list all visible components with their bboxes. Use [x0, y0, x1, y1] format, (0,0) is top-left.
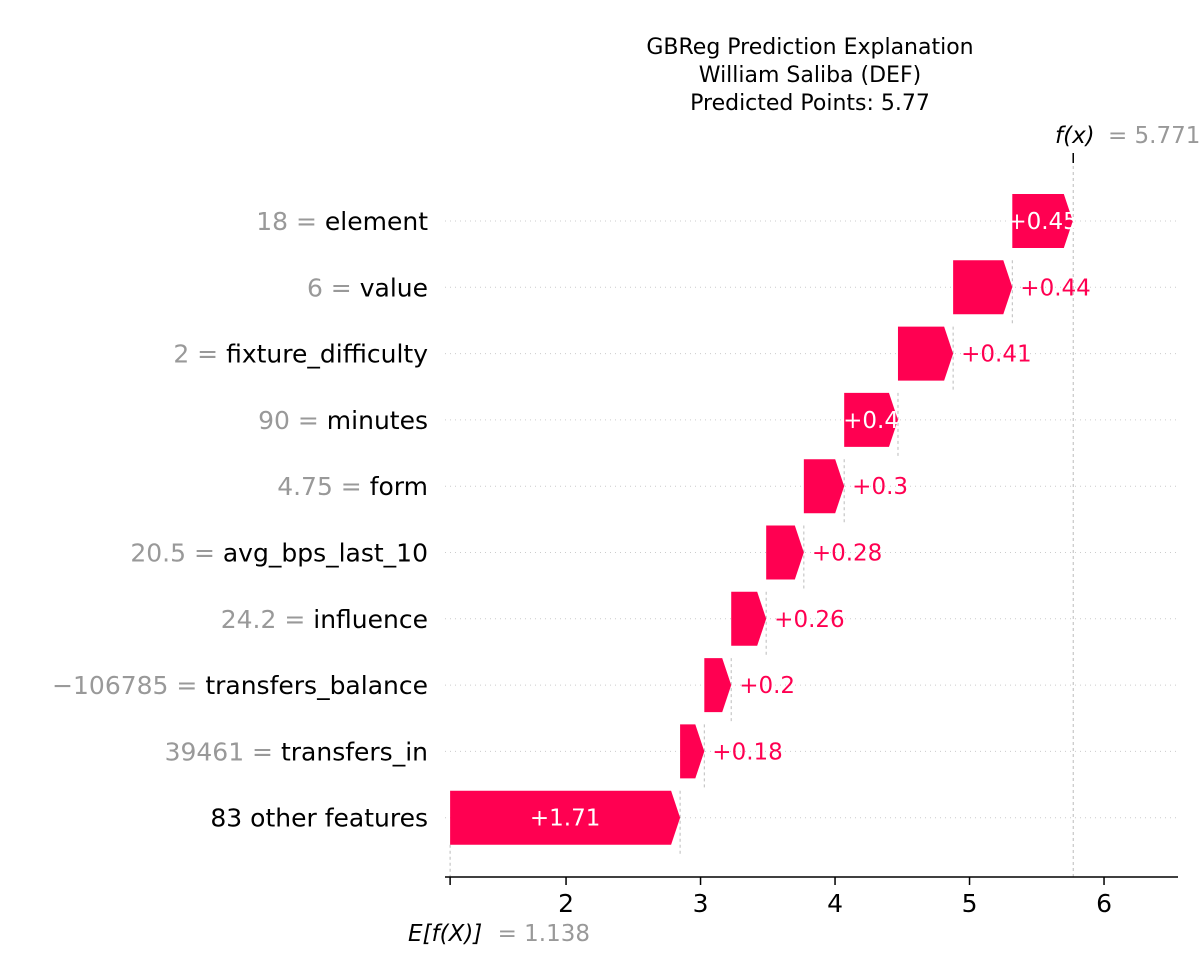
x-axis: 2 3 4 5 6	[445, 876, 1178, 918]
row-gridlines	[445, 220, 1178, 819]
contribution-bar	[803, 459, 845, 514]
feature-label: 4.75 = form	[277, 472, 428, 501]
title-line-1: GBReg Prediction Explanation	[646, 35, 973, 60]
feature-value: 24.2 =	[221, 605, 314, 634]
contribution-label: +0.18	[712, 739, 782, 765]
contribution-bar	[1012, 194, 1073, 248]
feature-value: 18 =	[256, 207, 325, 236]
feature-label: 18 = element	[256, 207, 428, 236]
feature-label: 90 = minutes	[258, 406, 428, 435]
contribution-label: +0.2	[739, 673, 795, 699]
output-value-annotation: f(x) = 5.771	[1055, 123, 1200, 149]
feature-value: 39461 =	[165, 737, 281, 766]
value-annotations: f(x) = 5.771 E[f(X)] = 1.138	[408, 123, 1200, 947]
feature-name: element	[325, 207, 428, 236]
contribution-label: +0.3	[852, 474, 908, 500]
contribution-label: +1.71	[530, 806, 600, 832]
x-tick-label: 5	[962, 889, 978, 918]
feature-name: fixture_difficulty	[226, 340, 428, 369]
contribution-label: +0.44	[1020, 275, 1090, 301]
contribution-bar	[450, 790, 681, 845]
chart-title: GBReg Prediction Explanation William Sal…	[646, 35, 973, 116]
feature-label: 83 other features	[210, 804, 428, 833]
contribution-bar	[680, 724, 705, 779]
feature-value: −106785 =	[52, 671, 205, 700]
contribution-label: +0.45	[1007, 209, 1077, 235]
contribution-bar	[766, 525, 804, 580]
feature-value: 90 =	[258, 406, 327, 435]
feature-name: transfers_balance	[205, 671, 428, 700]
feature-label: 2 = fixture_difficulty	[173, 340, 428, 369]
feature-name: influence	[313, 605, 428, 634]
feature-name: form	[370, 472, 428, 501]
feature-name: avg_bps_last_10	[223, 539, 428, 568]
output-value-number: = 5.771	[1108, 123, 1200, 149]
base-value-number: = 1.138	[498, 921, 590, 947]
contribution-bar	[897, 326, 954, 381]
x-tick-label: 3	[693, 889, 709, 918]
feature-value: 4.75 =	[277, 472, 370, 501]
contribution-label: +0.28	[812, 541, 882, 567]
title-line-3: Predicted Points: 5.77	[690, 91, 930, 116]
feature-label: 24.2 = influence	[221, 605, 428, 634]
feature-labels: 18 = element 6 = value 2 = fixture_difficu…	[52, 207, 428, 833]
contribution-bar	[731, 591, 767, 646]
feature-label: −106785 = transfers_balance	[52, 671, 428, 700]
feature-value: 6 =	[307, 273, 360, 302]
feature-name: value	[360, 273, 428, 302]
x-tick-label: 4	[827, 889, 843, 918]
contribution-label: +0.26	[774, 607, 844, 633]
contribution-bar	[953, 260, 1013, 315]
x-tick-label: 6	[1096, 889, 1112, 918]
output-value-symbol: f(x)	[1055, 123, 1095, 149]
connector-guides	[449, 153, 1074, 877]
feature-label: 39461 = transfers_in	[165, 737, 428, 766]
contribution-label: +0.4	[843, 408, 899, 434]
contribution-bars: +0.45 +0.44 +0.41 +0.4 +0.3 +0.28 +0.26 +0.2 +0.…	[450, 194, 1091, 845]
contribution-label: +0.41	[961, 342, 1031, 368]
feature-label: 20.5 = avg_bps_last_10	[130, 539, 428, 568]
contribution-bar	[704, 658, 732, 713]
feature-name: minutes	[327, 406, 428, 435]
feature-name: transfers_in	[281, 737, 428, 766]
feature-name: 83 other features	[210, 804, 428, 833]
base-value-annotation: E[f(X)] = 1.138	[408, 921, 590, 947]
feature-value: 20.5 =	[130, 539, 223, 568]
x-tick-label: 2	[558, 889, 574, 918]
feature-label: 6 = value	[307, 273, 428, 302]
title-line-2: William Saliba (DEF)	[699, 63, 921, 88]
base-value-symbol: E[f(X)]	[408, 921, 482, 947]
feature-value: 2 =	[173, 340, 226, 369]
contribution-bar	[844, 392, 898, 447]
